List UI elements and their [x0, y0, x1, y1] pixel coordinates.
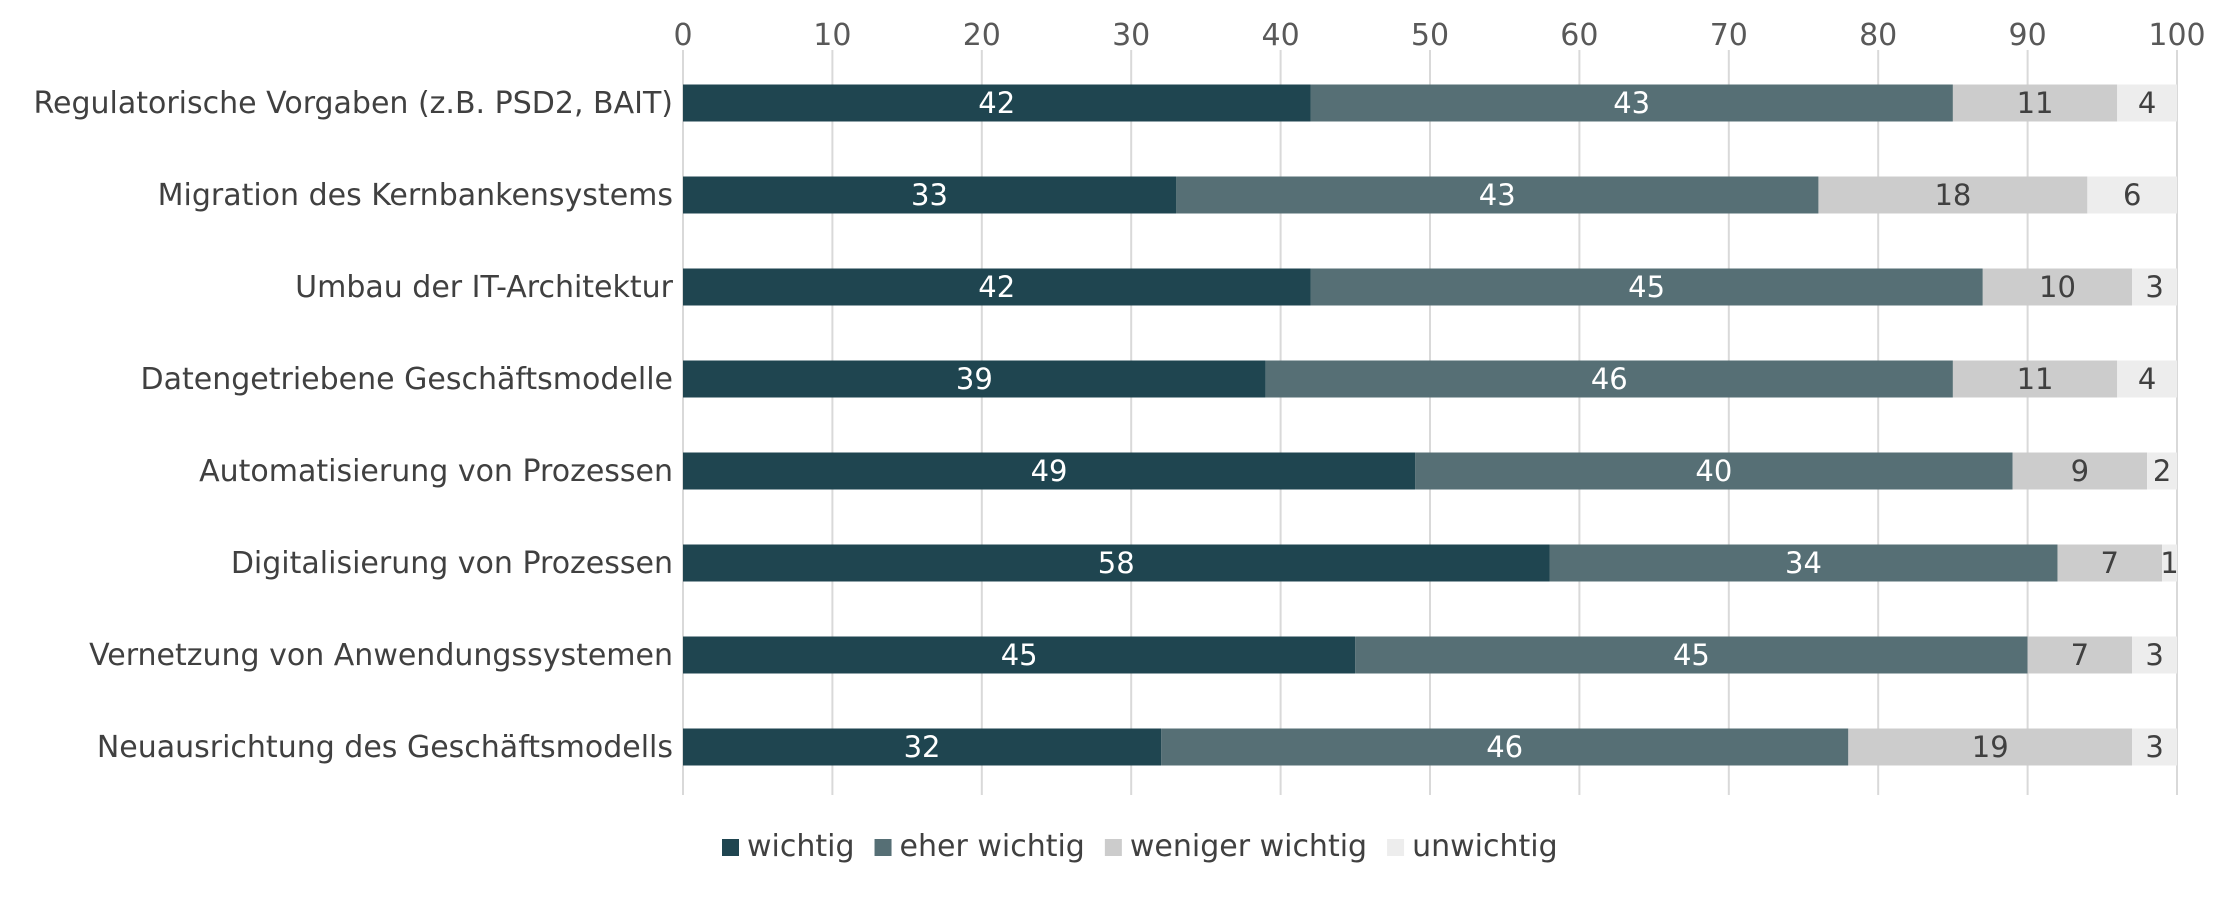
legend-swatch [1387, 839, 1405, 856]
bar-segment [2132, 636, 2177, 674]
data-label: 46 [1591, 362, 1628, 396]
bar-segment [683, 176, 1177, 214]
bar-segment [1310, 268, 1983, 306]
bar-segment [2027, 636, 2133, 674]
bar-segment [2117, 84, 2177, 122]
data-label: 10 [2039, 270, 2076, 304]
x-tick-label: 0 [673, 18, 692, 53]
category-label: Automatisierung von Prozessen [199, 454, 673, 489]
legend-swatch [874, 839, 892, 856]
data-label: 45 [1001, 638, 1038, 672]
data-label: 39 [956, 362, 993, 396]
x-tick-label: 40 [1262, 18, 1300, 53]
data-label: 45 [1673, 638, 1710, 672]
data-label: 18 [1934, 178, 1971, 212]
legend-label: unwichtig [1412, 829, 1558, 864]
data-label: 7 [2101, 546, 2119, 580]
bar-segment [1265, 360, 1953, 398]
bar-segment [1818, 176, 2088, 214]
data-label: 1 [2160, 546, 2178, 580]
bar-segment [2132, 268, 2177, 306]
data-label: 46 [1486, 730, 1523, 764]
data-label: 9 [2071, 454, 2089, 488]
bar-segment [1952, 84, 2118, 122]
bar-segment [2117, 360, 2177, 398]
data-label: 45 [1628, 270, 1665, 304]
data-label: 4 [2138, 86, 2156, 120]
bar-segment [1982, 268, 2133, 306]
bar-segment [683, 268, 1311, 306]
data-label: 49 [1031, 454, 1068, 488]
legend-label: eher wichtig [900, 829, 1085, 864]
data-label: 43 [1613, 86, 1650, 120]
data-label: 3 [2145, 270, 2163, 304]
bar-segment [1161, 728, 1849, 766]
data-label: 6 [2123, 178, 2141, 212]
bar-segment [1310, 84, 1953, 122]
bar-segment [1176, 176, 1819, 214]
bar-segment [683, 452, 1416, 490]
data-label: 32 [904, 730, 941, 764]
data-label: 3 [2145, 730, 2163, 764]
x-tick-label: 90 [2009, 18, 2047, 53]
bar-segment [2087, 176, 2177, 214]
bar-segment [683, 544, 1550, 582]
value-labels: 42 43 11 433 43 18 642 45 10 339 46 11 449 40 9 258 34 7 1… [904, 86, 2179, 764]
legend-label: weniger wichtig [1130, 829, 1367, 864]
data-label: 42 [978, 270, 1015, 304]
bar-segment [683, 360, 1266, 398]
category-labels: Regulatorische Vorgaben (z.B. PSD2, BAIT… [34, 86, 674, 765]
data-label: 11 [2017, 362, 2054, 396]
x-tick-label: 70 [1710, 18, 1748, 53]
data-label: 4 [2138, 362, 2156, 396]
x-tick-label: 50 [1411, 18, 1449, 53]
bar-segment [683, 728, 1162, 766]
x-axis-ticks: 0 10 20 30 40 50 60 70 80 90 100 [673, 18, 2205, 53]
data-label: 43 [1479, 178, 1516, 212]
gridlines [682, 50, 2178, 795]
category-label: Regulatorische Vorgaben (z.B. PSD2, BAIT… [34, 86, 674, 121]
bar-segment [683, 636, 1356, 674]
data-label: 33 [911, 178, 948, 212]
bar-segment [683, 84, 1311, 122]
category-label: Umbau der IT-Architektur [295, 270, 674, 305]
data-label: 42 [978, 86, 1015, 120]
category-label: Migration des Kernbankensystems [158, 178, 673, 213]
bar-segment [1952, 360, 2118, 398]
bar-segment [2057, 544, 2163, 582]
bar-segment [1415, 452, 2013, 490]
bar-segment [2132, 728, 2177, 766]
data-label: 3 [2145, 638, 2163, 672]
x-tick-label: 100 [2148, 18, 2205, 53]
data-label: 7 [2071, 638, 2089, 672]
legend-swatch [1104, 839, 1122, 856]
bar-segment [1848, 728, 2133, 766]
bar-segment [2162, 544, 2177, 582]
category-label: Neuausrichtung des Geschäftsmodells [97, 730, 673, 765]
data-label: 58 [1098, 546, 1135, 580]
data-label: 40 [1695, 454, 1732, 488]
bars [683, 84, 2177, 766]
legend-swatch [722, 839, 739, 856]
legend: wichtig eher wichtig weniger wichtig unwich… [722, 829, 1558, 864]
x-tick-label: 10 [813, 18, 851, 53]
data-label: 2 [2153, 454, 2171, 488]
bar-segment [1549, 544, 2058, 582]
data-label: 11 [2017, 86, 2054, 120]
category-label: Vernetzung von Anwendungssystemen [89, 638, 673, 673]
category-label: Datengetriebene Geschäftsmodelle [141, 362, 673, 397]
data-label: 34 [1785, 546, 1822, 580]
bar-segment [2147, 452, 2177, 490]
bar-segment [2012, 452, 2148, 490]
legend-label: wichtig [747, 829, 855, 864]
category-label: Digitalisierung von Prozessen [231, 546, 673, 581]
x-tick-label: 30 [1112, 18, 1150, 53]
x-tick-label: 80 [1859, 18, 1897, 53]
data-label: 19 [1972, 730, 2009, 764]
x-tick-label: 20 [963, 18, 1001, 53]
x-tick-label: 60 [1560, 18, 1598, 53]
bar-segment [1355, 636, 2028, 674]
